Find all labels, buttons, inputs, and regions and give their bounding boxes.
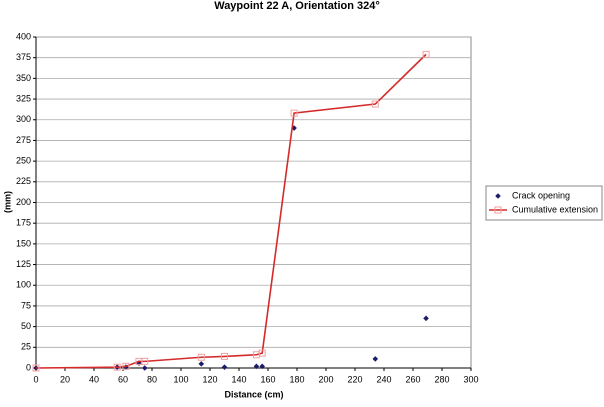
crack-point — [372, 356, 379, 362]
y-tick-label: 150 — [16, 238, 31, 248]
crack-point — [198, 361, 205, 367]
x-tick-label: 60 — [118, 374, 128, 384]
crack-point — [141, 365, 148, 371]
crack-point — [291, 125, 297, 131]
y-axis-label: (mm) — [2, 191, 12, 213]
x-tick-label: 220 — [347, 374, 362, 384]
y-tick-label: 50 — [21, 321, 31, 331]
x-tick-label: 0 — [33, 374, 38, 384]
cumulative-point — [197, 353, 205, 361]
crack-point — [221, 364, 228, 370]
y-tick-label: 25 — [21, 342, 31, 352]
cumulative-point — [113, 363, 121, 371]
y-tick-label: 200 — [16, 197, 31, 207]
x-tick-label: 160 — [260, 374, 275, 384]
y-tick-label: 275 — [16, 135, 31, 145]
cumulative-point — [141, 357, 149, 365]
x-tick-label: 200 — [318, 374, 333, 384]
x-tick-label: 20 — [60, 374, 70, 384]
cumulative-point — [258, 349, 266, 357]
chart-title: Waypoint 22 A, Orientation 324° — [214, 0, 380, 12]
legend-label: Crack opening — [512, 190, 570, 200]
x-tick-label: 40 — [89, 374, 99, 384]
cumulative-point — [32, 364, 40, 372]
x-tick-label: 120 — [202, 374, 217, 384]
x-tick-label: 80 — [147, 374, 157, 384]
x-tick-label: 180 — [289, 374, 304, 384]
x-tick-label: 240 — [376, 374, 391, 384]
y-tick-label: 400 — [16, 31, 31, 41]
y-tick-label: 325 — [16, 93, 31, 103]
y-tick-label: 125 — [16, 259, 31, 269]
y-tick-label: 100 — [16, 280, 31, 290]
legend-box — [485, 185, 603, 221]
legend-marker — [495, 193, 501, 199]
cumulative-line — [35, 53, 427, 369]
y-tick-label: 175 — [16, 218, 31, 228]
cumulative-point — [122, 362, 130, 370]
y-tick-label: 350 — [16, 73, 31, 83]
x-tick-label: 300 — [463, 374, 478, 384]
legend-label: Cumulative extension — [512, 204, 598, 214]
crack-point — [253, 363, 260, 370]
cumulative-point — [221, 352, 228, 360]
y-tick-label: 300 — [16, 114, 31, 124]
crack-point — [259, 363, 265, 370]
y-tick-label: 75 — [21, 300, 31, 310]
x-tick-label: 260 — [405, 374, 420, 384]
y-tick-label: 250 — [16, 156, 31, 166]
crack-point — [423, 315, 429, 322]
y-tick-label: 375 — [16, 52, 31, 62]
cumulative-point — [290, 109, 298, 117]
x-axis-label: Distance (cm) — [224, 389, 283, 399]
x-tick-label: 280 — [434, 374, 449, 384]
x-tick-label: 100 — [173, 374, 188, 384]
y-tick-label: 225 — [16, 176, 31, 186]
crack-point — [136, 360, 142, 366]
x-tick-label: 140 — [231, 374, 246, 384]
cumulative-point — [422, 50, 430, 58]
legend-marker — [494, 206, 502, 214]
cumulative-point — [371, 100, 379, 108]
y-tick-label: 0 — [26, 362, 31, 372]
